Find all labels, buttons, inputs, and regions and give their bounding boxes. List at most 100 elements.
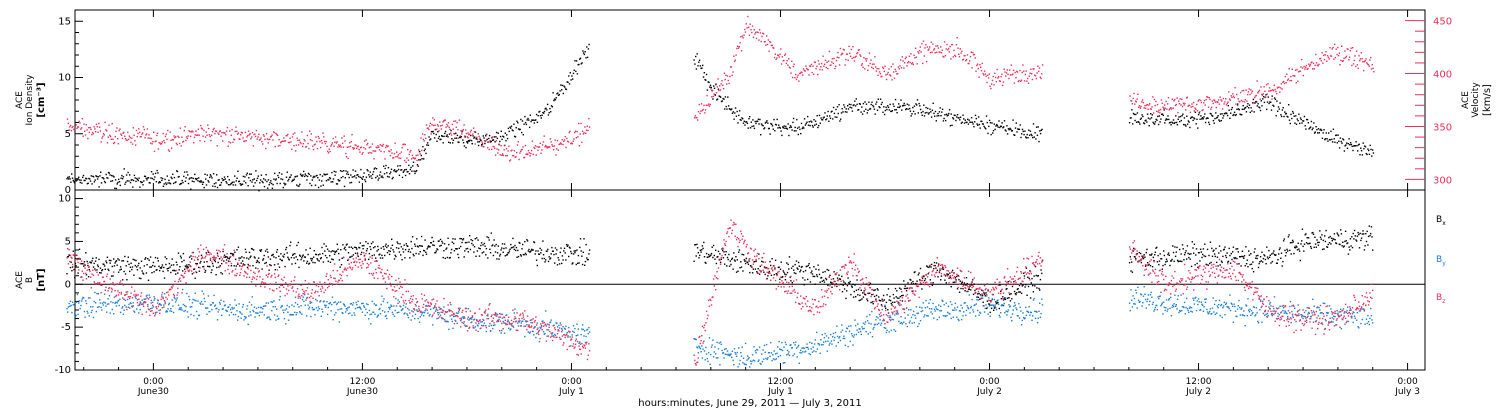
bx-point (139, 267, 141, 269)
velocity-point (1202, 109, 1204, 111)
by-point (214, 304, 217, 306)
density-point (537, 115, 539, 117)
bx-point (713, 254, 715, 257)
bx-point (191, 258, 193, 260)
density-point (1037, 126, 1039, 128)
density-point (458, 141, 460, 144)
density-point (507, 127, 510, 130)
velocity-point (559, 143, 561, 145)
bx-point (1282, 240, 1285, 242)
density-point (304, 173, 306, 175)
by-point (85, 300, 87, 302)
velocity-point (858, 49, 860, 51)
velocity-point (193, 136, 196, 139)
bx-point (764, 273, 766, 276)
velocity-point (876, 67, 878, 70)
velocity-point (1167, 103, 1169, 105)
velocity-point (1360, 52, 1362, 54)
bx-point (1359, 232, 1361, 235)
density-point (582, 50, 584, 52)
velocity-point (548, 146, 550, 149)
by-point (113, 296, 116, 298)
velocity-point (1352, 47, 1354, 49)
bx-point (972, 293, 975, 296)
density-point (222, 179, 224, 182)
bx-point (811, 270, 813, 272)
velocity-point (396, 151, 398, 153)
density-point (1157, 123, 1160, 126)
bx-point (448, 243, 450, 246)
velocity-point (381, 145, 384, 147)
density-point (785, 127, 788, 129)
density-point (1178, 116, 1180, 118)
velocity-point (1197, 100, 1199, 102)
bx-point (827, 269, 830, 272)
bx-point (1158, 260, 1161, 262)
bx-point (1210, 261, 1212, 264)
bx-point (287, 256, 289, 258)
bx-point (1310, 245, 1312, 248)
velocity-point (1022, 64, 1024, 66)
by-point (255, 307, 258, 310)
bx-point (394, 254, 396, 257)
bx-point (303, 260, 305, 262)
density-point (1186, 123, 1189, 125)
velocity-point (502, 154, 505, 157)
bx-point (577, 254, 580, 257)
velocity-point (818, 63, 820, 65)
by-point (254, 316, 256, 318)
velocity-point (997, 77, 999, 79)
bx-point (987, 290, 989, 292)
bx-point (1175, 251, 1177, 253)
bx-point (561, 255, 564, 257)
density-point (125, 174, 128, 176)
density-point (855, 98, 857, 100)
velocity-point (251, 131, 254, 134)
bx-point (498, 258, 500, 260)
density-point (1211, 114, 1213, 117)
velocity-point (182, 140, 185, 143)
by-point (96, 292, 98, 295)
bx-point (1246, 259, 1248, 261)
density-point (924, 112, 926, 114)
bx-point (1179, 248, 1181, 251)
density-point (231, 181, 234, 183)
by-point (211, 309, 213, 311)
density-point (553, 98, 556, 100)
density-point (466, 142, 469, 144)
density-point (171, 177, 173, 180)
density-point (359, 176, 361, 178)
density-point (219, 184, 221, 186)
density-point (796, 118, 798, 121)
bx-point (965, 284, 967, 286)
density-point (1017, 128, 1019, 130)
bx-point (1360, 239, 1362, 242)
bx-point (515, 246, 518, 249)
density-point (484, 142, 486, 145)
bx-point (1020, 292, 1023, 294)
velocity-point (1224, 101, 1226, 103)
bx-point (1158, 263, 1160, 266)
velocity-point (115, 130, 117, 133)
velocity-point (523, 156, 525, 159)
velocity-point (452, 128, 454, 130)
by-point (330, 310, 332, 312)
velocity-point (261, 140, 263, 143)
velocity-point (712, 95, 715, 98)
by-point (122, 306, 124, 308)
density-point (890, 110, 892, 113)
bx-point (227, 260, 230, 262)
bx-point (137, 264, 139, 267)
velocity-point (928, 48, 930, 50)
velocity-point (151, 143, 153, 145)
velocity-point (760, 40, 762, 43)
bx-point (1023, 272, 1025, 274)
by-point (99, 302, 102, 304)
by-point (69, 305, 71, 307)
density-point (1200, 115, 1202, 117)
density-point (754, 120, 756, 123)
bx-point (168, 262, 171, 265)
by-point (209, 310, 211, 313)
velocity-point (1236, 93, 1238, 96)
bx-point (825, 278, 828, 281)
